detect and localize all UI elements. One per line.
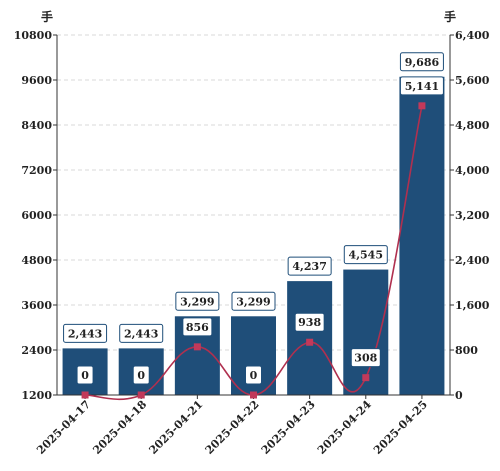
line-point [193, 343, 201, 351]
x-tick-label: 2025-04-18 [90, 398, 149, 457]
right-tick-label: 800 [455, 344, 478, 357]
right-tick-label: 0 [455, 389, 463, 402]
left-tick-label: 9600 [21, 74, 52, 87]
line-value-label-box [350, 348, 381, 368]
left-axis-unit: 手 [41, 9, 53, 24]
bar-value-label-box [63, 323, 108, 343]
line-point [250, 391, 257, 399]
x-tick-label: 2025-04-25 [371, 398, 430, 457]
right-tick-label: 2,400 [455, 254, 490, 267]
line-value-label-box [399, 76, 444, 96]
line-value-label: 938 [298, 316, 321, 329]
left-tick-label: 7200 [21, 164, 52, 177]
right-axis-unit: 手 [444, 9, 456, 24]
bar-value-label: 2,443 [124, 327, 158, 340]
left-tick-label: 1200 [21, 389, 52, 402]
line-point [306, 338, 314, 346]
line-value-label-box [182, 317, 213, 337]
right-tick-label: 5,600 [455, 74, 490, 87]
line-value-label: 308 [354, 352, 377, 365]
bar-value-label: 2,443 [68, 327, 102, 340]
bar-value-label: 4,545 [349, 249, 383, 262]
right-tick-label: 6,400 [455, 29, 490, 42]
right-tick-label: 3,200 [455, 209, 490, 222]
bar-value-label-box [287, 256, 332, 276]
bar [287, 281, 333, 395]
left-tick-label: 2400 [21, 344, 52, 357]
bar-value-label: 3,299 [236, 295, 270, 308]
line-value-label-box [132, 365, 150, 385]
line-value-label: 0 [250, 369, 258, 382]
label-layer: 2,443 0 2,443 0 3,299 856 3,299 0 4,237 938 4,545 3… [63, 52, 444, 385]
bar-value-label-box [119, 323, 164, 343]
line-value-label-box [294, 312, 325, 332]
line-value-label-box [76, 365, 94, 385]
bar [399, 76, 445, 396]
x-tick-label: 2025-04-22 [203, 398, 262, 457]
bar-value-label: 4,237 [292, 260, 326, 273]
left-tick-label: 10800 [14, 29, 53, 42]
line-point [362, 374, 370, 382]
bar-value-label-box [231, 291, 276, 311]
line-layer [81, 102, 426, 401]
bar-value-label-box [175, 291, 220, 311]
x-tick-label: 2025-04-21 [147, 398, 206, 457]
line-value-label: 0 [81, 369, 89, 382]
bar-value-label: 3,299 [180, 295, 214, 308]
left-tick-label: 4800 [21, 254, 52, 267]
line-point [418, 102, 426, 110]
line-point [81, 391, 89, 399]
left-tick-label: 8400 [21, 119, 52, 132]
line-value-label: 0 [137, 369, 145, 382]
x-tick-label: 2025-04-23 [259, 398, 318, 457]
line-value-label: 856 [186, 321, 209, 334]
right-tick-label: 4,000 [455, 164, 490, 177]
series-line [85, 105, 423, 401]
left-tick-label: 3600 [21, 299, 52, 312]
line-point [137, 391, 145, 399]
x-tick-label: 2025-04-24 [315, 398, 374, 457]
right-tick-label: 1,600 [455, 299, 490, 312]
bar-value-label: 9,686 [405, 56, 440, 69]
right-tick-label: 4,800 [455, 119, 490, 132]
bar-value-label-box [399, 52, 444, 72]
x-tick-label: 2025-04-17 [34, 398, 93, 457]
line-value-label-box [245, 365, 262, 385]
left-tick-label: 6000 [21, 209, 52, 222]
bar-value-label-box [343, 245, 388, 265]
line-value-label: 5,141 [405, 80, 439, 93]
